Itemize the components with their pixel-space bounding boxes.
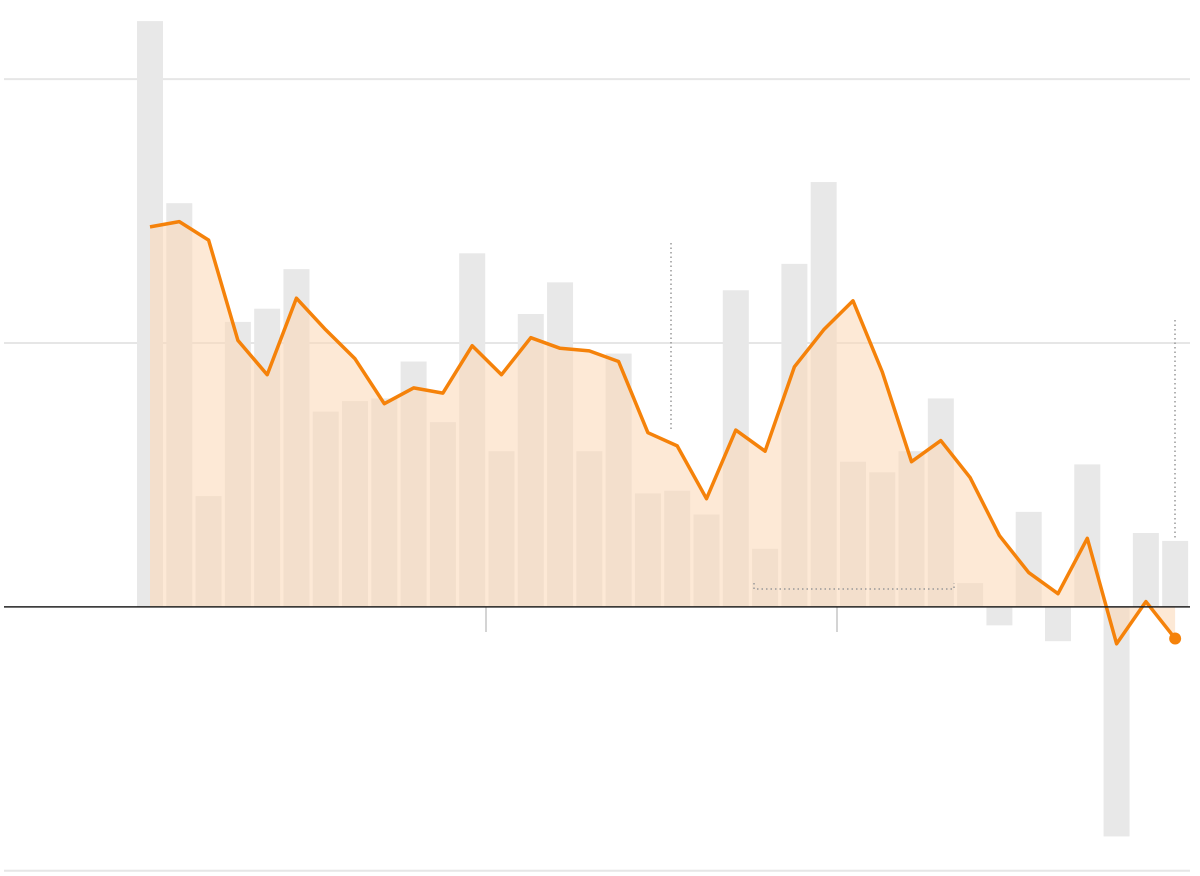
bar <box>1162 540 1189 607</box>
bar <box>1132 532 1159 607</box>
bar <box>986 606 1013 626</box>
line <box>149 219 1177 646</box>
end-dot <box>1169 632 1182 645</box>
area <box>150 221 1176 644</box>
lines <box>149 219 1182 646</box>
bar <box>1044 606 1071 642</box>
